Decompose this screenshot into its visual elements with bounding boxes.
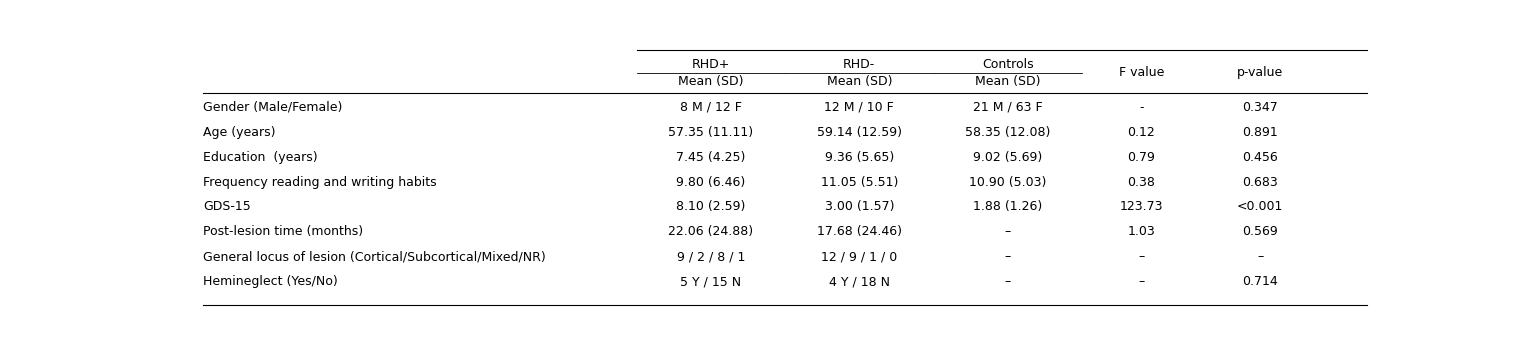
Text: Frequency reading and writing habits: Frequency reading and writing habits [204, 176, 437, 189]
Text: Mean (SD): Mean (SD) [679, 75, 743, 88]
Text: 17.68 (24.46): 17.68 (24.46) [817, 226, 902, 238]
Text: 0.891: 0.891 [1242, 126, 1278, 139]
Text: 7.45 (4.25): 7.45 (4.25) [676, 151, 746, 164]
Text: GDS-15: GDS-15 [204, 201, 251, 213]
Text: Age (years): Age (years) [204, 126, 276, 139]
Text: –: – [1138, 275, 1144, 288]
Text: 57.35 (11.11): 57.35 (11.11) [668, 126, 754, 139]
Text: 0.38: 0.38 [1128, 176, 1155, 189]
Text: 0.79: 0.79 [1128, 151, 1155, 164]
Text: –: – [1005, 250, 1011, 263]
Text: 8 M / 12 F: 8 M / 12 F [680, 101, 741, 114]
Text: Gender (Male/Female): Gender (Male/Female) [204, 101, 343, 114]
Text: –: – [1256, 250, 1264, 263]
Text: 0.456: 0.456 [1242, 151, 1278, 164]
Text: <0.001: <0.001 [1236, 201, 1284, 213]
Text: 11.05 (5.51): 11.05 (5.51) [821, 176, 898, 189]
Text: p-value: p-value [1236, 66, 1284, 79]
Text: 8.10 (2.59): 8.10 (2.59) [676, 201, 746, 213]
Text: Mean (SD): Mean (SD) [974, 75, 1040, 88]
Text: 1.03: 1.03 [1128, 226, 1155, 238]
Text: RHD+: RHD+ [692, 58, 731, 71]
Text: 0.569: 0.569 [1242, 226, 1278, 238]
Text: 9 / 2 / 8 / 1: 9 / 2 / 8 / 1 [677, 250, 745, 263]
Text: 10.90 (5.03): 10.90 (5.03) [970, 176, 1046, 189]
Text: 58.35 (12.08): 58.35 (12.08) [965, 126, 1051, 139]
Text: F value: F value [1118, 66, 1164, 79]
Text: 4 Y / 18 N: 4 Y / 18 N [829, 275, 890, 288]
Text: –: – [1005, 226, 1011, 238]
Text: 1.88 (1.26): 1.88 (1.26) [973, 201, 1042, 213]
Text: –: – [1005, 275, 1011, 288]
Text: General locus of lesion (Cortical/Subcortical/Mixed/NR): General locus of lesion (Cortical/Subcor… [204, 250, 545, 263]
Text: Education  (years): Education (years) [204, 151, 319, 164]
Text: 5 Y / 15 N: 5 Y / 15 N [680, 275, 741, 288]
Text: 9.80 (6.46): 9.80 (6.46) [676, 176, 746, 189]
Text: 123.73: 123.73 [1120, 201, 1163, 213]
Text: 21 M / 63 F: 21 M / 63 F [973, 101, 1043, 114]
Text: Controls: Controls [982, 58, 1034, 71]
Text: Hemineglect (Yes/No): Hemineglect (Yes/No) [204, 275, 339, 288]
Text: 0.12: 0.12 [1128, 126, 1155, 139]
Text: 0.714: 0.714 [1242, 275, 1278, 288]
Text: Mean (SD): Mean (SD) [827, 75, 892, 88]
Text: 22.06 (24.88): 22.06 (24.88) [668, 226, 754, 238]
Text: 12 / 9 / 1 / 0: 12 / 9 / 1 / 0 [821, 250, 898, 263]
Text: 0.347: 0.347 [1242, 101, 1278, 114]
Text: 9.02 (5.69): 9.02 (5.69) [973, 151, 1042, 164]
Text: 59.14 (12.59): 59.14 (12.59) [817, 126, 902, 139]
Text: 0.683: 0.683 [1242, 176, 1278, 189]
Text: -: - [1140, 101, 1143, 114]
Text: RHD-: RHD- [843, 58, 875, 71]
Text: –: – [1138, 250, 1144, 263]
Text: 12 M / 10 F: 12 M / 10 F [824, 101, 895, 114]
Text: Post-lesion time (months): Post-lesion time (months) [204, 226, 363, 238]
Text: 9.36 (5.65): 9.36 (5.65) [824, 151, 895, 164]
Text: 3.00 (1.57): 3.00 (1.57) [824, 201, 895, 213]
